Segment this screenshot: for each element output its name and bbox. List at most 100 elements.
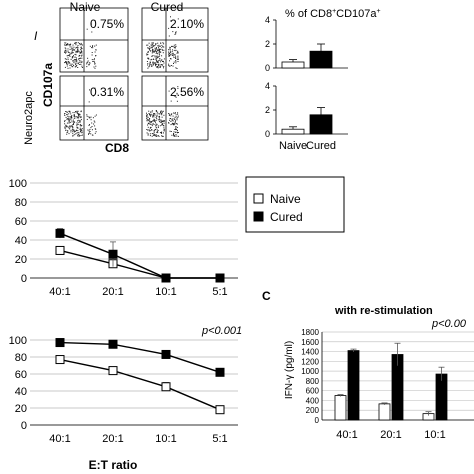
line-top-point-cured	[108, 249, 118, 259]
line-bottom-xtick-label: 5:1	[212, 433, 227, 445]
flow-pct-naive-top: 0.75%	[90, 17, 124, 31]
ifn-ytick-label: 200	[306, 406, 320, 415]
cd107a-bottom-category-label: Naive	[279, 140, 307, 152]
legend-label-cured: Cured	[270, 210, 303, 224]
line-top-ytick-label: 80	[15, 197, 27, 209]
cd107a-bottom-category-label: Cured	[306, 140, 336, 152]
line-bottom-point-naive	[161, 382, 171, 392]
flow-pct-cured-bottom: 2.56%	[170, 85, 204, 99]
flow-col-label-cured: Cured	[151, 0, 184, 14]
flow-dots	[64, 20, 97, 69]
line-top-point-cured	[55, 228, 65, 238]
ifn-ytick-label: 1200	[301, 357, 319, 366]
cd107a-top-ytick-label: 4	[265, 15, 270, 25]
ifn-bar-cured	[435, 373, 448, 421]
line-top-xtick-label: 40:1	[49, 286, 70, 298]
cd107a-bar-chart-top: % of CD8+CD107a+ 0 2 4	[265, 8, 381, 73]
cd107a-bottom-ytick-label: 0	[265, 129, 270, 139]
cd107a-top-bar-cured	[309, 50, 333, 69]
ifn-xtick-label: 20:1	[380, 429, 401, 441]
legend-swatch-cured	[253, 211, 264, 222]
line-bottom-point-cured	[55, 338, 65, 348]
line-bottom-point-cured	[108, 339, 118, 349]
line-bottom-xtick-label: 40:1	[49, 433, 70, 445]
line-top-ytick-label: 100	[9, 178, 27, 190]
cytotoxicity-line-chart-top: 0 20 40 60 80 100 40:1 20:1 10:1 5:1	[9, 178, 238, 298]
cd107a-top-bar-naive	[281, 61, 305, 69]
line-top-point-cured	[215, 273, 225, 283]
line-bottom-line-cured	[59, 341, 221, 373]
flow-dots	[64, 87, 97, 137]
flow-dots	[146, 16, 179, 69]
cd107a-top-ytick-label: 2	[265, 39, 270, 49]
flow-row-label-neuro2apc: Neuro2apc	[23, 91, 35, 145]
ifn-ytick-label: 1800	[301, 328, 319, 337]
line-bottom-ytick-label: 60	[15, 369, 27, 381]
line-top-point-naive	[55, 245, 65, 255]
line-bottom-xtick-label: 10:1	[155, 433, 176, 445]
flow-plot-naive-bottom: 0.31%	[59, 75, 129, 141]
ifn-ytick-label: 400	[306, 396, 320, 405]
line-bottom-point-cured	[215, 367, 225, 377]
ifn-ytick-label: 1000	[301, 367, 319, 376]
flow-dots	[146, 86, 179, 137]
flow-col-label-naive: Naive	[70, 0, 101, 14]
ifn-chart-ylabel: IFN-γ (pg/ml)	[284, 341, 295, 399]
flow-y-axis-label: CD107a	[41, 63, 55, 107]
flow-plot-cured-top: 2.10%	[141, 7, 209, 73]
legend-label-naive: Naive	[270, 192, 301, 206]
line-bottom-point-naive	[215, 405, 225, 415]
line-bottom-ytick-label: 80	[15, 352, 27, 364]
line-top-ytick-label: 0	[21, 273, 27, 285]
line-top-point-cured	[161, 273, 171, 283]
line-bottom-xtick-label: 20:1	[102, 433, 123, 445]
line-bottom-ytick-label: 0	[21, 420, 27, 432]
legend-swatch-naive	[253, 193, 264, 204]
ifn-xtick-label: 40:1	[336, 429, 357, 441]
line-bottom-annotation: p<0.001	[201, 325, 242, 337]
flow-pct-cured-top: 2.10%	[170, 17, 204, 31]
ifn-bar-naive	[378, 403, 391, 421]
line-bottom-point-cured	[161, 349, 171, 359]
flow-plot-cured-bottom: 2.56%	[141, 75, 209, 141]
ifn-ytick-label: 0	[315, 416, 320, 425]
flow-plot-naive-top: 0.75%	[59, 7, 129, 73]
ifn-ytick-label: 800	[306, 377, 320, 386]
cd107a-top-ytick-label: 0	[265, 63, 270, 73]
line-bottom-ytick-label: 100	[9, 335, 27, 347]
line-top-ytick-label: 40	[15, 235, 27, 247]
flow-x-axis-label: CD8	[105, 141, 129, 155]
line-bottom-ytick-label: 40	[15, 386, 27, 398]
cytotoxicity-line-chart-bottom: p<0.001 E:T ratio 0 20 40 60 80 100 40:1 20:1 10…	[9, 325, 242, 472]
line-bottom-line-naive	[59, 358, 221, 411]
line-top-ytick-label: 20	[15, 254, 27, 266]
legend: Naive Cured	[245, 176, 345, 233]
flow-pct-naive-bottom: 0.31%	[90, 85, 124, 99]
ifn-chart-title: with re-stimulation	[334, 305, 433, 317]
panel-c-label: C	[262, 289, 271, 303]
ifn-bar-cured	[347, 350, 360, 421]
line-bottom-point-naive	[55, 355, 65, 365]
ifn-ytick-label: 1400	[301, 348, 319, 357]
line-bottom-point-naive	[108, 366, 118, 376]
line-top-line-naive	[59, 249, 220, 279]
line-bottom-ytick-label: 20	[15, 403, 27, 415]
line-top-ytick-label: 60	[15, 216, 27, 228]
line-top-xtick-label: 5:1	[212, 286, 227, 298]
cd107a-bottom-ytick-label: 4	[265, 81, 270, 91]
cd107a-bottom-ytick-label: 2	[265, 105, 270, 115]
ifn-bar-naive	[334, 395, 347, 421]
ifn-ytick-label: 600	[306, 387, 320, 396]
ifn-ytick-label: 1600	[301, 338, 319, 347]
ifn-chart-annotation: p<0.00	[431, 318, 467, 330]
line-bottom-xlabel: E:T ratio	[89, 458, 138, 472]
line-top-xtick-label: 20:1	[102, 286, 123, 298]
ifn-gamma-bar-chart: C with re-stimulation p<0.00 IFN-γ (pg/m…	[262, 289, 474, 441]
flow-cytometry-panel: Naive Cured I Neuro2apc CD107a CD8 0.75%…	[23, 0, 209, 155]
cd107a-bottom-bar-naive	[281, 128, 305, 135]
ifn-xtick-label: 10:1	[424, 429, 445, 441]
line-top-xtick-label: 10:1	[155, 286, 176, 298]
cd107a-ylabel: % of CD8+CD107a+	[285, 8, 381, 20]
